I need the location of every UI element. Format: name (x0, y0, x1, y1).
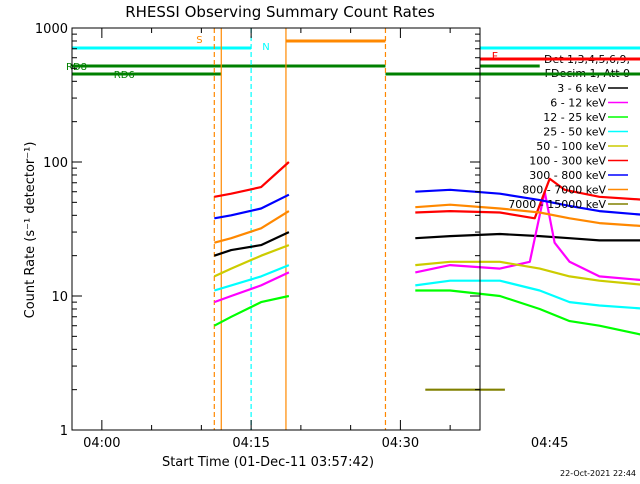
plot-layer: RD8 RD6 S N F (66, 28, 640, 430)
series-line (415, 289, 640, 336)
x-tick-label: 04:00 (83, 436, 120, 451)
series-line (214, 161, 290, 198)
x-tick-label: 04:45 (531, 436, 568, 451)
state-label-s: S (196, 35, 202, 46)
legend-label: 25 - 50 keV (543, 126, 606, 139)
series-line (415, 177, 640, 220)
x-axis-label: Start Time (01-Dec-11 03:57:42) (162, 455, 374, 470)
legend-label: 7000 - 15000 keV (508, 198, 606, 211)
x-tick-label: 04:15 (232, 436, 269, 451)
series-line (415, 203, 640, 227)
series-line (415, 188, 640, 216)
y-tick-label: 100 (43, 156, 68, 171)
plot-frame (71, 27, 481, 431)
state-label-rd8: RD8 (66, 62, 87, 73)
series-line (213, 294, 290, 327)
series-line (213, 231, 290, 257)
y-tick-label: 1 (60, 424, 68, 439)
state-label-f: F (492, 50, 498, 63)
legend-label: 50 - 100 keV (536, 140, 606, 153)
state-label-n: N (262, 42, 269, 53)
legend-label: 100 - 300 keV (529, 155, 606, 168)
axis-layer: 110100100004:0004:1504:3004:4505:0005:15… (35, 22, 568, 451)
legend-label: 6 - 12 keV (550, 97, 606, 110)
series-line (415, 279, 640, 310)
series-line (415, 190, 640, 282)
y-axis-label: Count Rate (s⁻¹ detector⁻¹) (23, 142, 38, 319)
series-line (213, 264, 290, 292)
series-line (415, 260, 640, 286)
y-tick-label: 10 (51, 290, 68, 305)
series-line (214, 210, 290, 244)
footer-timestamp: 22-Oct-2021 22:44 (560, 469, 636, 478)
x-tick-label: 04:30 (382, 436, 419, 451)
state-label-rd6: RD6 (114, 70, 135, 81)
series-line (415, 232, 640, 242)
legend-label: 800 - 7000 keV (522, 184, 606, 197)
legend-label: 300 - 800 keV (529, 169, 606, 182)
series-line (213, 244, 290, 278)
series-line (214, 193, 290, 220)
legend-label: 12 - 25 keV (543, 111, 606, 124)
legend-label: 3 - 6 keV (557, 82, 606, 95)
chart-title: RHESSI Observing Summary Count Rates (125, 3, 435, 21)
series-line (213, 271, 290, 304)
y-tick-label: 1000 (35, 22, 68, 37)
